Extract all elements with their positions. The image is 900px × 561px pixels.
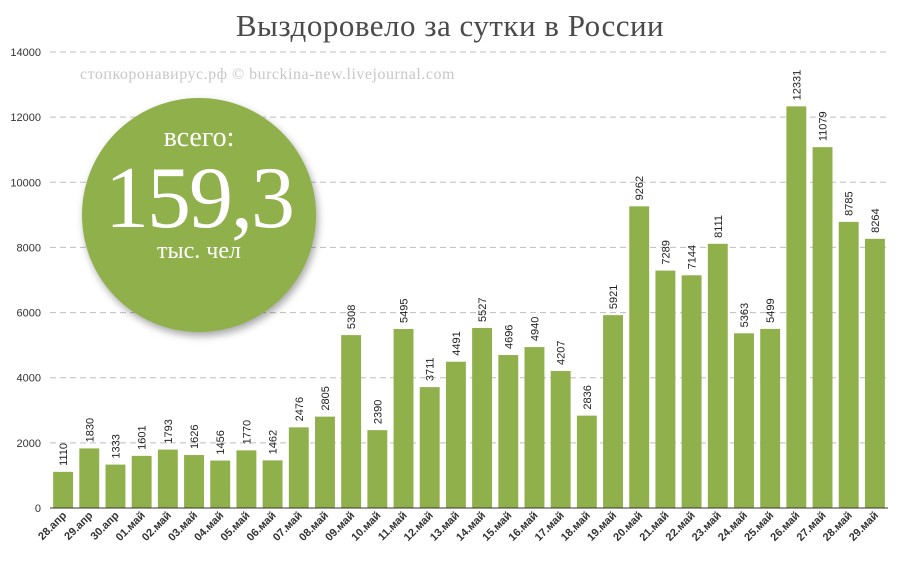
data-label: 1601 (137, 425, 149, 449)
x-tick-label: 29.май (847, 510, 881, 544)
x-tick-label: 28.апр (36, 509, 69, 542)
watermark: стопкоронавирус.рф © burckina-new.livejo… (80, 66, 455, 83)
badge-unit: тыс. чел (157, 238, 241, 264)
bar-23.май (707, 243, 728, 508)
data-label: 5527 (477, 297, 489, 321)
bar-30.апр (105, 464, 126, 508)
data-label: 5308 (346, 305, 358, 329)
bar-16.май (524, 347, 545, 508)
bar-19.май (603, 315, 623, 508)
chart-title: Выздоровело за сутки в России (235, 8, 665, 43)
data-label: 1793 (163, 419, 175, 443)
y-tick-label: 14000 (10, 47, 41, 59)
bar-22.май (681, 275, 702, 508)
bar-07.май (288, 427, 309, 508)
bar-17.май (550, 370, 571, 508)
data-label: 4696 (503, 325, 515, 349)
data-label: 1626 (189, 425, 201, 449)
data-label: 8111 (713, 215, 725, 238)
bar-20.май (629, 206, 650, 508)
data-label: 1110 (58, 443, 70, 466)
bar-25.май (760, 328, 781, 508)
bar-29.апр (79, 448, 100, 508)
data-label: 5499 (765, 298, 777, 322)
data-label: 2476 (294, 397, 306, 421)
y-tick-label: 12000 (10, 112, 41, 124)
y-tick-label: 2000 (17, 438, 41, 450)
x-axis-ticks: 28.апр29.апр30.апр01.май02.май03.май04.м… (36, 509, 881, 543)
bar-13.май (445, 361, 466, 508)
data-label: 4207 (556, 340, 568, 364)
bar-14.май (472, 327, 493, 508)
data-label: 1462 (268, 430, 280, 454)
badge-caption: всего: (163, 122, 235, 153)
data-label: 7144 (687, 245, 699, 269)
data-label: 3711 (425, 357, 437, 381)
data-label: 5363 (739, 303, 751, 327)
badge-value: 159,3 (105, 150, 295, 247)
data-label: 2390 (372, 400, 384, 424)
data-label: 8785 (844, 191, 856, 215)
data-label: 2805 (320, 386, 332, 410)
y-tick-label: 6000 (17, 308, 41, 320)
bar-01.май (131, 455, 152, 508)
data-label: 2836 (582, 385, 594, 409)
total-badge: всего: 159,3 тыс. чел (82, 98, 316, 332)
data-label: 12331 (791, 70, 803, 101)
bar-29.май (864, 238, 885, 508)
bars (53, 106, 885, 509)
data-label: 1456 (215, 430, 227, 454)
bar-26.май (786, 106, 807, 508)
bar-21.май (655, 270, 676, 508)
bar-09.май (341, 335, 362, 508)
data-label: 1770 (241, 420, 253, 444)
data-labels: 1110 1830 1333 1601 1793 1626 1456 1770 1462 2476… (58, 70, 882, 466)
bar-28.апр (53, 471, 74, 508)
bar-02.май (157, 449, 178, 508)
data-label: 1830 (84, 418, 96, 442)
y-tick-label: 10000 (10, 177, 41, 189)
data-label: 9262 (634, 176, 646, 200)
bar-15.май (498, 355, 519, 508)
bar-03.май (184, 455, 204, 508)
bar-05.май (236, 450, 257, 508)
data-label: 1333 (110, 434, 122, 458)
bar-08.май (315, 416, 335, 508)
bar-11.май (393, 329, 414, 508)
data-label: 11079 (818, 111, 830, 141)
bar-04.май (210, 460, 231, 508)
bar-12.май (419, 387, 440, 508)
data-label: 8264 (870, 208, 882, 232)
data-label: 4940 (529, 317, 541, 341)
y-tick-label: 4000 (17, 373, 41, 385)
bar-24.май (734, 333, 754, 508)
y-axis-ticks: 0 2000 4000 6000 8000 10000 12000 14000 (10, 47, 41, 515)
data-label: 4491 (451, 331, 463, 355)
data-label: 7289 (660, 240, 672, 264)
x-tick-label: 29.апр (62, 509, 95, 542)
data-label: 5495 (399, 299, 411, 323)
bar-06.май (262, 460, 283, 508)
bar-10.май (367, 430, 388, 508)
bar-18.май (576, 415, 597, 508)
x-tick-label: 10.май (349, 510, 383, 544)
bar-28.май (838, 221, 859, 509)
data-label: 5921 (608, 285, 620, 309)
bar-27.май (812, 147, 833, 508)
y-tick-label: 8000 (17, 242, 41, 254)
y-tick-label: 0 (35, 503, 41, 515)
